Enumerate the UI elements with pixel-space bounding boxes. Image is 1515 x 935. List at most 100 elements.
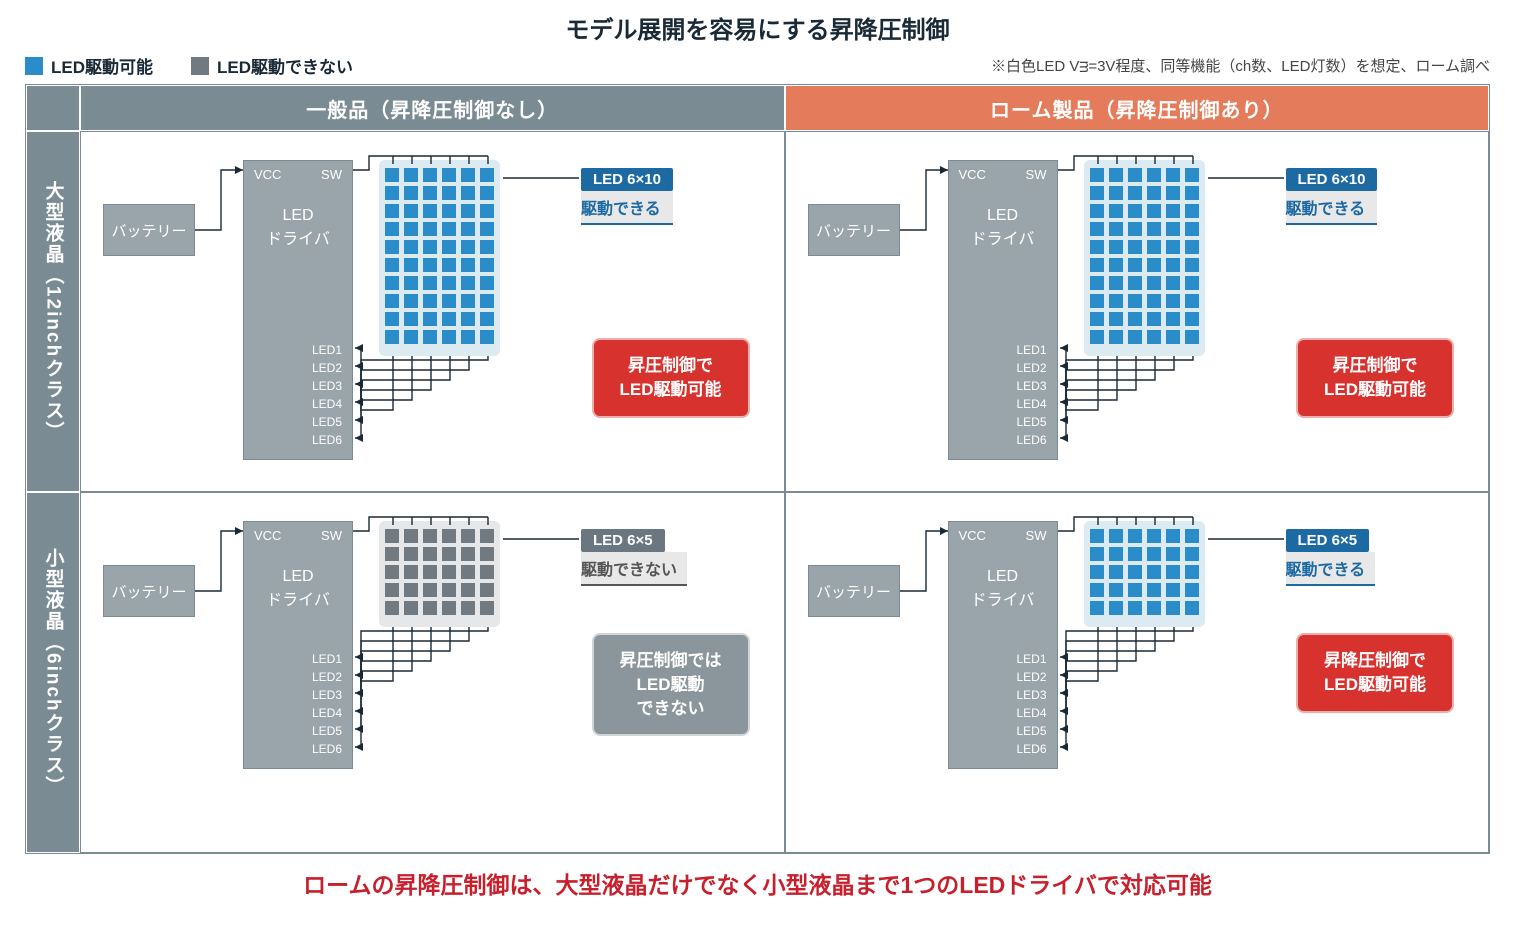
led-cell (1185, 294, 1199, 308)
led-cell (385, 204, 399, 218)
led-cell (423, 240, 437, 254)
led-cell (423, 276, 437, 290)
led-cell (423, 258, 437, 272)
led-cell (423, 222, 437, 236)
led-outputs: LED1LED2LED3LED4LED5LED6 (312, 341, 348, 449)
led-cell (1128, 258, 1142, 272)
led-cell (461, 222, 475, 236)
legend-can: LED駆動可能 (25, 53, 153, 78)
driver-block: VCCSWLEDドライバLED1LED2LED3LED4LED5LED6 (243, 160, 353, 460)
led-cell (1109, 276, 1123, 290)
cell-0: バッテリーVCCSWLEDドライバLED1LED2LED3LED4LED5LED… (80, 131, 785, 492)
led-cell (1109, 565, 1123, 579)
led-cell (385, 330, 399, 344)
status-badge: 昇圧制御でLED駆動可能 (592, 338, 750, 418)
callout-sub: 駆動できない (581, 552, 687, 586)
led-cell (385, 186, 399, 200)
led-cell (385, 168, 399, 182)
callout: LED 6×5駆動できる (1286, 529, 1376, 586)
cell-2: バッテリーVCCSWLEDドライバLED1LED2LED3LED4LED5LED… (80, 492, 785, 853)
led-cell (1109, 240, 1123, 254)
led-cell (1147, 204, 1161, 218)
driver-block: VCCSWLEDドライバLED1LED2LED3LED4LED5LED6 (243, 521, 353, 769)
vcc-label: VCC (959, 167, 986, 182)
badge-l3: できない (602, 697, 740, 721)
led-cell (385, 583, 399, 597)
led-cell (1185, 204, 1199, 218)
led-cell (1185, 583, 1199, 597)
led-cell (1128, 204, 1142, 218)
badge-l1: 昇圧制御で (602, 354, 740, 378)
callout-title: LED 6×10 (1286, 168, 1378, 191)
led-array (379, 160, 500, 356)
led-cell (1128, 601, 1142, 615)
led-cell (1090, 276, 1104, 290)
led-cell (1109, 186, 1123, 200)
led-cell (461, 312, 475, 326)
led-cell (404, 258, 418, 272)
led-cell (1166, 601, 1180, 615)
badge-l2: LED駆動可能 (1306, 673, 1444, 697)
led-cell (1147, 276, 1161, 290)
led-cell (480, 258, 494, 272)
led-cell (1128, 565, 1142, 579)
driver-ports: VCCSW (949, 528, 1057, 543)
led-cell (385, 222, 399, 236)
led-out-label: LED6 (1016, 740, 1046, 758)
callout: LED 6×5駆動できない (581, 529, 687, 586)
led-cell (1109, 222, 1123, 236)
led-cell (404, 330, 418, 344)
led-cell (1185, 222, 1199, 236)
led-cell (1090, 294, 1104, 308)
led-cell (461, 258, 475, 272)
led-cell (480, 312, 494, 326)
led-cell (385, 294, 399, 308)
sw-label: SW (1026, 528, 1047, 543)
led-cell (461, 240, 475, 254)
led-cell (1109, 258, 1123, 272)
vcc-label: VCC (254, 528, 281, 543)
sw-label: SW (321, 528, 342, 543)
led-cell (1090, 258, 1104, 272)
led-cell (442, 240, 456, 254)
led-out-label: LED6 (312, 740, 342, 758)
col-header-rohm: ローム製品（昇降圧制御あり） (785, 85, 1490, 131)
led-cell (461, 330, 475, 344)
badge-l1: 昇圧制御で (1306, 354, 1444, 378)
led-cell (1090, 547, 1104, 561)
led-cell (385, 240, 399, 254)
callout-sub: 駆動できる (1286, 191, 1378, 225)
led-cell (1147, 258, 1161, 272)
led-cell (404, 601, 418, 615)
led-cell (461, 276, 475, 290)
led-cell (442, 547, 456, 561)
led-cell (461, 583, 475, 597)
led-cell (1090, 529, 1104, 543)
legend-cannot-label: LED駆動できない (217, 53, 353, 78)
led-outputs: LED1LED2LED3LED4LED5LED6 (1016, 650, 1052, 758)
led-outputs: LED1LED2LED3LED4LED5LED6 (1016, 341, 1052, 449)
badge-l2: LED駆動可能 (602, 378, 740, 402)
led-cell (442, 330, 456, 344)
led-cell (442, 312, 456, 326)
led-cell (480, 222, 494, 236)
led-cell (1185, 529, 1199, 543)
led-array (1084, 160, 1205, 356)
led-cell (1166, 547, 1180, 561)
led-array (379, 521, 500, 627)
led-array (1084, 521, 1205, 627)
page-title: モデル展開を容易にする昇降圧制御 (25, 10, 1490, 45)
battery-block: バッテリー (808, 565, 900, 617)
led-cell (1109, 312, 1123, 326)
led-cell (480, 330, 494, 344)
led-cell (404, 186, 418, 200)
led-cell (1109, 294, 1123, 308)
sw-label: SW (1026, 167, 1047, 182)
led-cell (1147, 330, 1161, 344)
led-cell (1090, 565, 1104, 579)
led-cell (1185, 312, 1199, 326)
led-cell (1128, 240, 1142, 254)
led-cell (480, 186, 494, 200)
led-cell (1185, 258, 1199, 272)
led-cell (1128, 294, 1142, 308)
